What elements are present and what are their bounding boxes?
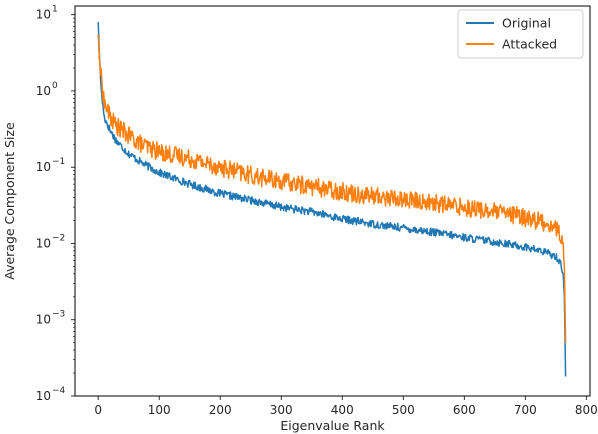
x-axis: 0 100 200 300 400 500 600 700 800: [94, 396, 598, 417]
y-tick-exponent: 0: [52, 81, 58, 91]
y-tick-label: 10: [36, 84, 51, 98]
series-line-original: [97, 22, 567, 377]
y-tick-label: 10: [36, 313, 51, 327]
legend-label: Original: [502, 16, 551, 31]
x-tick-label: 800: [575, 403, 598, 417]
y-tick-exponent: 1: [52, 5, 58, 15]
plot-lines: [97, 22, 567, 377]
x-tick-label: 100: [148, 403, 171, 417]
y-tick-exponent: −2: [52, 233, 65, 243]
x-tick-label: 600: [453, 403, 476, 417]
x-tick-label: 300: [270, 403, 293, 417]
plot-frame: [74, 5, 591, 397]
legend: Original Attacked: [457, 9, 584, 59]
y-tick-exponent: −1: [52, 157, 65, 167]
legend-label: Attacked: [502, 37, 557, 52]
y-axis-label: Average Component Size: [2, 122, 17, 280]
y-tick-label: 10: [36, 389, 51, 403]
y-tick-label: 10: [36, 236, 51, 250]
x-axis-label: Eigenvalue Rank: [280, 418, 385, 433]
y-tick-label: 10: [36, 8, 51, 22]
x-tick-label: 200: [209, 403, 232, 417]
y-tick-exponent: −3: [52, 310, 65, 320]
x-tick-label: 500: [392, 403, 415, 417]
x-tick-label: 700: [514, 403, 537, 417]
series-line-attacked: [97, 34, 567, 343]
x-tick-label: 400: [331, 403, 354, 417]
y-tick-label: 10: [36, 160, 51, 174]
x-tick-label: 0: [94, 403, 102, 417]
y-tick-exponent: −4: [52, 386, 66, 396]
